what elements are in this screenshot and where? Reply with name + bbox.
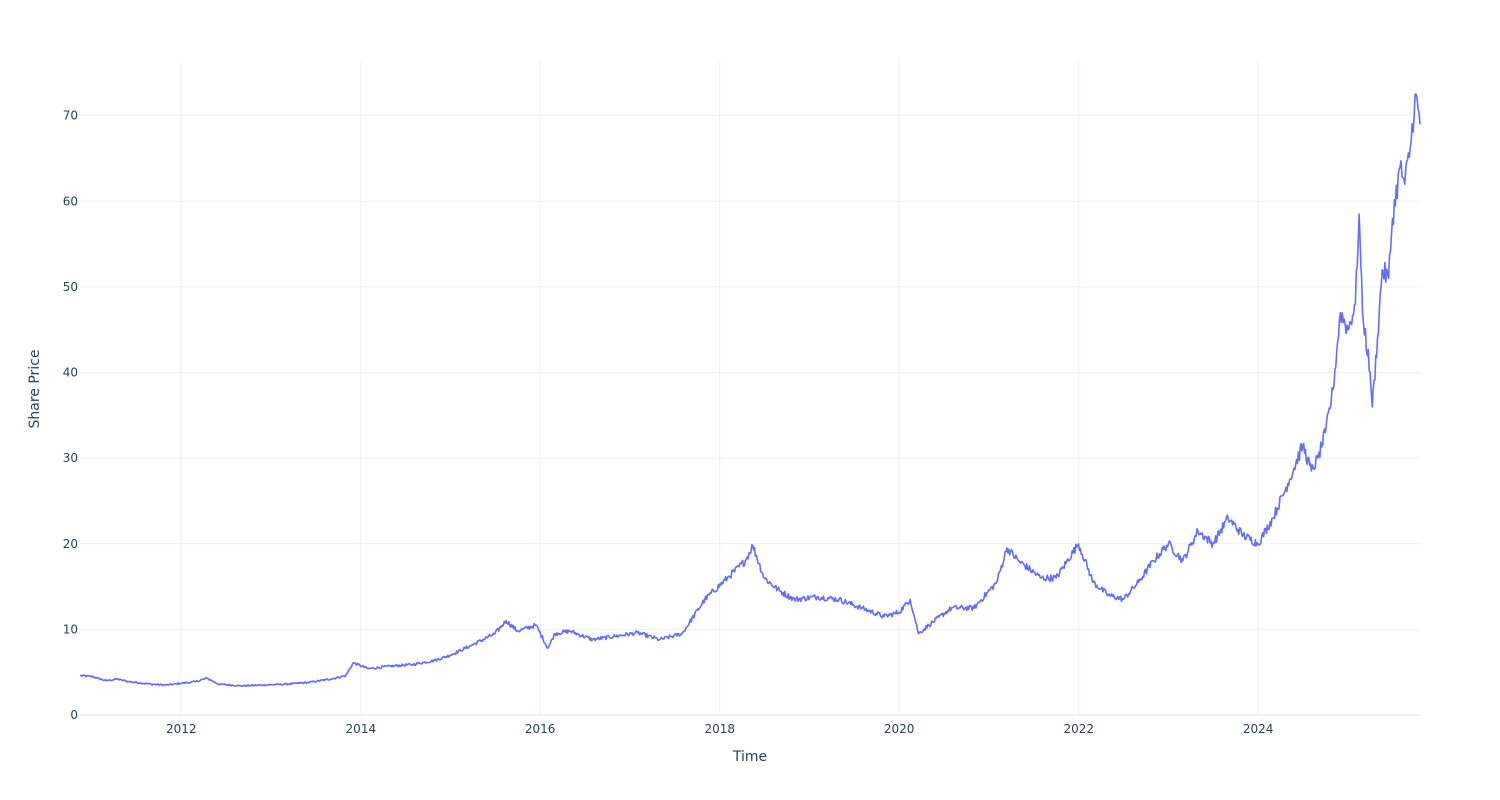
x-tick-label: 2022 xyxy=(1063,722,1094,736)
y-axis-title: Share Price xyxy=(27,349,43,428)
y-tick-label: 60 xyxy=(63,194,78,208)
y-tick-label: 30 xyxy=(63,451,78,465)
x-axis-ticks: 2012 2014 2016 2018 2020 2022 2024 xyxy=(166,722,1273,736)
y-tick-label: 50 xyxy=(63,280,78,294)
series-layer xyxy=(79,93,1421,688)
x-tick-label: 2016 xyxy=(525,722,556,736)
y-tick-label: 0 xyxy=(70,708,78,722)
x-tick-label: 2012 xyxy=(166,722,197,736)
y-tick-label: 20 xyxy=(63,537,78,551)
y-tick-label: 40 xyxy=(63,366,78,380)
share-price-line xyxy=(79,93,1421,688)
x-tick-label: 2014 xyxy=(346,722,377,736)
y-axis-ticks: 0 10 20 30 40 50 60 70 xyxy=(63,109,78,722)
y-tick-label: 70 xyxy=(63,109,78,123)
grid-lines xyxy=(80,60,1420,716)
x-axis-title: Time xyxy=(732,749,767,765)
x-tick-label: 2020 xyxy=(884,722,915,736)
y-tick-label: 10 xyxy=(63,622,78,636)
x-tick-label: 2024 xyxy=(1243,722,1274,736)
x-tick-label: 2018 xyxy=(705,722,736,736)
